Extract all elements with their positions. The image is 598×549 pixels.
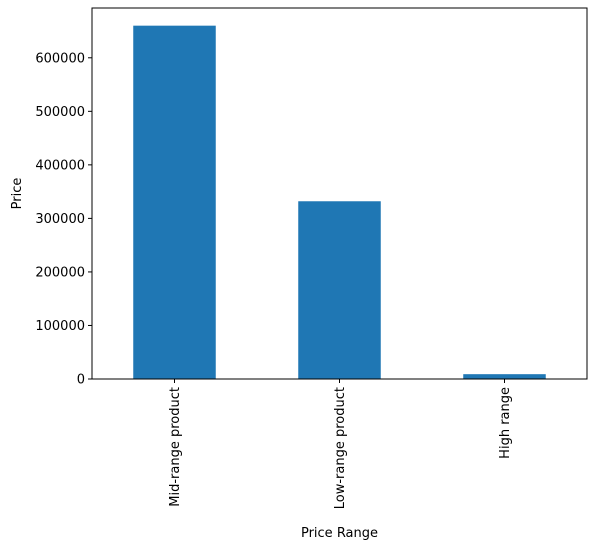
bar-0 <box>133 26 216 379</box>
x-tick-label-1: Low-range product <box>333 387 348 509</box>
y-tick-label-3: 300000 <box>35 212 85 227</box>
y-tick-label-4: 400000 <box>35 158 85 173</box>
y-tick-label-0: 0 <box>77 373 85 388</box>
y-tick-label-5: 500000 <box>35 105 85 120</box>
x-axis-label: Price Range <box>301 526 378 541</box>
y-axis-ticks: 0 100000 200000 300000 400000 500000 600000 <box>35 51 92 387</box>
y-tick-label-1: 100000 <box>35 319 85 334</box>
y-tick-label-6: 600000 <box>35 51 85 66</box>
x-tick-label-2: High range <box>498 387 513 459</box>
y-tick-label-2: 200000 <box>35 265 85 280</box>
bar-1 <box>298 201 381 379</box>
bar-2 <box>463 374 546 379</box>
y-axis-label: Price <box>10 178 25 210</box>
x-axis-ticks: Mid-range product Low-range product High r… <box>168 379 513 509</box>
x-tick-label-0: Mid-range product <box>168 387 183 507</box>
bars <box>133 26 546 379</box>
